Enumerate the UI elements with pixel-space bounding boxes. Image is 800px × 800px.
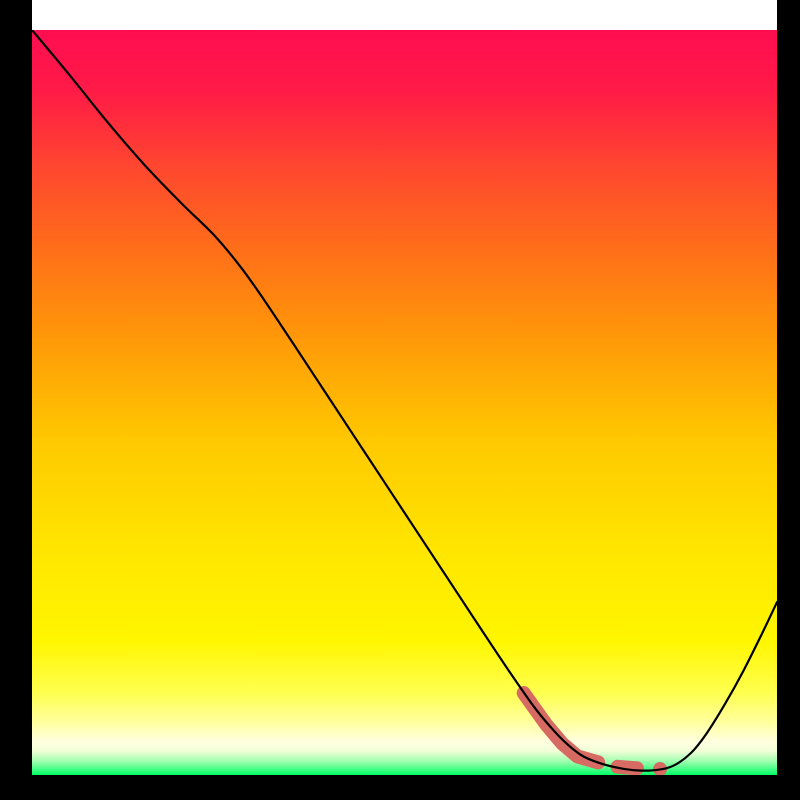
axis-right-border — [777, 0, 800, 800]
chart-background — [32, 30, 777, 775]
axis-bottom-border — [0, 775, 800, 800]
axis-left-border — [0, 0, 32, 800]
chart-container: TheBottleneck.com — [0, 0, 800, 800]
top-margin — [0, 0, 800, 30]
bottleneck-chart — [0, 0, 800, 800]
